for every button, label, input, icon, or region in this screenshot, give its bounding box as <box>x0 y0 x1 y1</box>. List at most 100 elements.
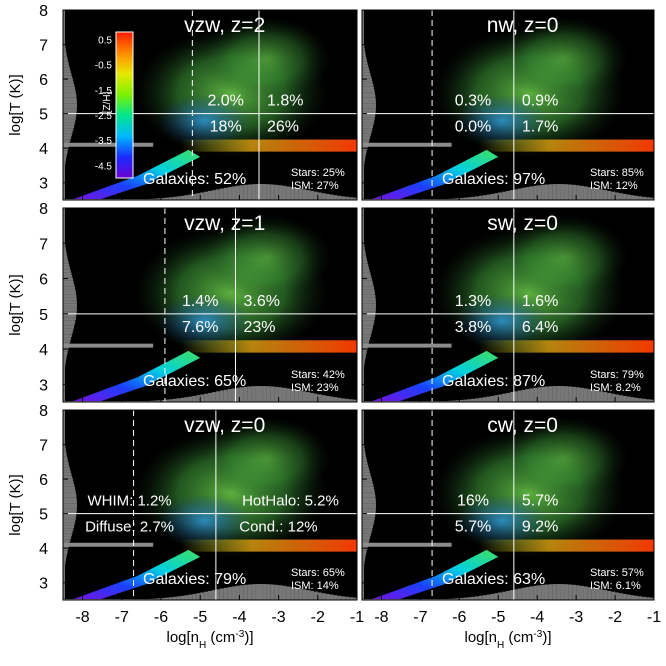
y-tick-label: 8 <box>39 201 48 218</box>
diffuse-fraction: 0.0% <box>455 119 491 136</box>
x-tick-label: -6 <box>452 609 466 626</box>
colorbar-tick-label: -1.5 <box>95 86 113 97</box>
panel-title: vzw, z=2 <box>184 14 265 37</box>
galaxies-fraction: Galaxies: 87% <box>442 373 545 390</box>
panel-0: vzw, z=2 2.0% 1.8% 18% 26% Galaxies: 52% Stars… <box>62 9 358 201</box>
y-tick-label: 5 <box>39 507 48 524</box>
temperature-histogram <box>362 410 376 600</box>
condensed-fraction: 1.7% <box>522 119 558 136</box>
whim-fraction: 2.0% <box>207 93 243 110</box>
x-tick-label: -1 <box>350 609 364 626</box>
x-tick-label: -3 <box>271 609 285 626</box>
temperature-histogram <box>63 410 77 600</box>
phase-distribution <box>63 208 357 402</box>
shared-axes: 8 7 6 5 4 3 log[T (K)] 8 7 6 5 4 3 log[T (K)] 8 7 6 5 4 3 lo… <box>7 3 661 651</box>
temperature-histogram <box>362 10 376 200</box>
y-tick-label: 6 <box>39 72 48 89</box>
y-tick-label: 5 <box>39 107 48 124</box>
panel-title: vzw, z=0 <box>184 414 265 437</box>
hothalo-fraction: 0.9% <box>522 93 558 110</box>
x-tick-label: -8 <box>374 609 388 626</box>
stars-fraction: Stars: 79% <box>590 369 644 381</box>
panel-border <box>361 207 655 403</box>
diffuse-fraction: Diffuse: 2.7% <box>85 519 174 536</box>
ism-fraction: ISM: 6.1% <box>590 580 641 592</box>
x-tick-label: -8 <box>75 609 89 626</box>
x-tick-label: -4 <box>232 609 246 626</box>
y-tick-label: 7 <box>39 438 48 455</box>
panel-title: cw, z=0 <box>487 414 558 437</box>
y-tick-label: 6 <box>39 472 48 489</box>
colorbar-tick-label: -2.5 <box>95 111 113 122</box>
diffuse-fraction: 3.8% <box>455 319 491 336</box>
stars-fraction: Stars: 65% <box>291 567 345 579</box>
y-axis-label: log[T (K)] <box>7 74 24 135</box>
colorbar-gradient <box>115 31 134 179</box>
stars-fraction: Stars: 85% <box>590 167 644 179</box>
panel-3: sw, z=0 1.3% 1.6% 3.8% 6.4% Galaxies: 87% Star… <box>361 207 655 403</box>
colorbar-label: [Z/H] <box>102 91 113 113</box>
whim-fraction: 1.3% <box>455 293 491 310</box>
x-axis-label: log[nH (cm-3)] <box>166 629 253 651</box>
hothalo-fraction: 1.6% <box>522 293 558 310</box>
y-tick-label: 3 <box>39 576 48 593</box>
x-tick-label: -2 <box>311 609 325 626</box>
x-tick-label: -1 <box>647 609 661 626</box>
galaxies-fraction: Galaxies: 63% <box>442 571 545 588</box>
panel-border <box>361 9 655 201</box>
galaxies-fraction: Galaxies: 65% <box>143 373 246 390</box>
panel-1: nw, z=0 0.3% 0.9% 0.0% 1.7% Galaxies: 97% Star… <box>361 9 655 201</box>
colorbar-tick-label: 0.5 <box>98 36 112 47</box>
density-histogram <box>362 584 654 600</box>
panel-4: vzw, z=0 WHIM: 1.2% HotHalo: 5.2% Diffuse: … <box>62 409 358 601</box>
whim-fraction: WHIM: 1.2% <box>87 493 171 510</box>
diffuse-fraction: 18% <box>210 119 242 136</box>
y-tick-label: 4 <box>39 541 48 558</box>
condensed-fraction: 6.4% <box>522 319 558 336</box>
panel-border <box>361 409 655 601</box>
y-tick-label: 4 <box>39 342 48 359</box>
y-tick-label: 7 <box>39 38 48 55</box>
ism-fraction: ISM: 23% <box>291 382 339 394</box>
x-axis-label: log[nH (cm-3)] <box>464 629 551 651</box>
panel-border <box>62 409 358 601</box>
hothalo-fraction: HotHalo: 5.2% <box>242 493 339 510</box>
temperature-histogram <box>63 208 77 402</box>
x-tick-label: -4 <box>530 609 544 626</box>
phase-distribution <box>362 410 654 600</box>
galaxies-fraction: Galaxies: 52% <box>143 171 246 188</box>
y-tick-label: 3 <box>39 176 48 193</box>
diffuse-fraction: 5.7% <box>455 519 491 536</box>
ism-fraction: ISM: 8.2% <box>590 382 641 394</box>
colorbar-tick-label: -0.5 <box>95 61 113 72</box>
density-histogram <box>63 386 357 402</box>
phase-distribution <box>63 10 357 200</box>
whim-fraction: 1.4% <box>182 293 218 310</box>
y-tick-label: 8 <box>39 3 48 20</box>
x-tick-label: -7 <box>115 609 129 626</box>
density-histogram <box>362 184 654 200</box>
whim-fraction: 0.3% <box>455 93 491 110</box>
stars-fraction: Stars: 25% <box>291 167 345 179</box>
ism-fraction: ISM: 14% <box>291 580 339 592</box>
stars-fraction: Stars: 42% <box>291 369 345 381</box>
temperature-histogram <box>63 10 77 200</box>
stars-fraction: Stars: 57% <box>590 567 644 579</box>
panel-5: cw, z=0 16% 5.7% 5.7% 9.2% Galaxies: 63% Stars… <box>361 409 655 601</box>
colorbar-tick-label: -3.5 <box>95 136 113 147</box>
y-tick-label: 6 <box>39 272 48 289</box>
condensed-fraction: 23% <box>243 319 275 336</box>
panel-title: sw, z=0 <box>487 212 558 235</box>
panel-2: vzw, z=1 1.4% 3.6% 7.6% 23% Galaxies: 65% Star… <box>62 207 358 403</box>
x-tick-label: -3 <box>569 609 583 626</box>
phase-distribution <box>362 10 654 200</box>
panel-border <box>62 207 358 403</box>
panel-grid: vzw, z=2 2.0% 1.8% 18% 26% Galaxies: 52% Stars… <box>62 9 655 601</box>
y-tick-label: 3 <box>39 377 48 394</box>
y-tick-label: 5 <box>39 307 48 324</box>
density-histogram <box>63 584 357 600</box>
galaxies-fraction: Galaxies: 79% <box>143 571 246 588</box>
panel-title: vzw, z=1 <box>184 212 265 235</box>
metallicity-colorbar: 0.5 -0.5 -1.5 -2.5 -3.5 -4.5 [Z/H] <box>95 31 134 179</box>
